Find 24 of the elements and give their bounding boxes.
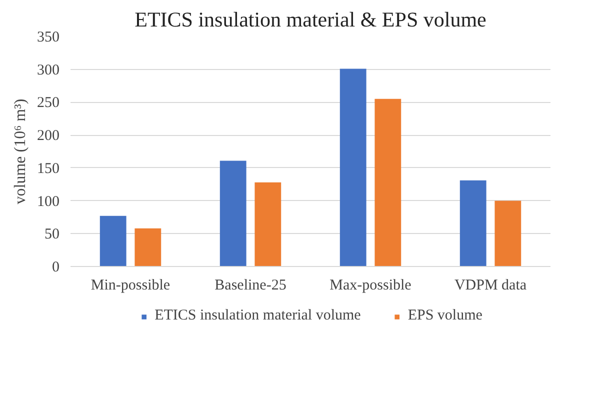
bar: [494, 200, 522, 266]
bar: [100, 216, 126, 266]
bar: [220, 160, 246, 266]
x-tick-label: VDPM data: [454, 278, 527, 294]
bar: [254, 182, 282, 266]
x-tick-label: Baseline-25: [214, 278, 286, 294]
y-tick-label: 50: [44, 226, 60, 243]
y-tick-label: 0: [52, 260, 60, 276]
bar: [460, 180, 486, 266]
bar: [374, 98, 402, 266]
x-tick-label: Max-possible: [330, 278, 412, 294]
legend-label: ETICS insulation material volume: [154, 308, 361, 324]
y-tick-label: 300: [37, 62, 60, 78]
y-tick-label: 350: [37, 30, 60, 46]
y-tick-label: 100: [37, 194, 60, 210]
y-tick-label: 200: [37, 128, 60, 144]
y-axis-title: volume (10⁶ m³): [12, 98, 29, 204]
chart-title: ETICS insulation material & EPS volume: [134, 8, 486, 32]
x-tick-label: Min-possible: [90, 278, 170, 294]
legend-label: EPS volume: [408, 308, 482, 324]
bar: [340, 68, 366, 266]
bar: [134, 228, 162, 266]
y-tick-label: 150: [37, 160, 60, 177]
y-tick-label: 250: [37, 95, 60, 112]
